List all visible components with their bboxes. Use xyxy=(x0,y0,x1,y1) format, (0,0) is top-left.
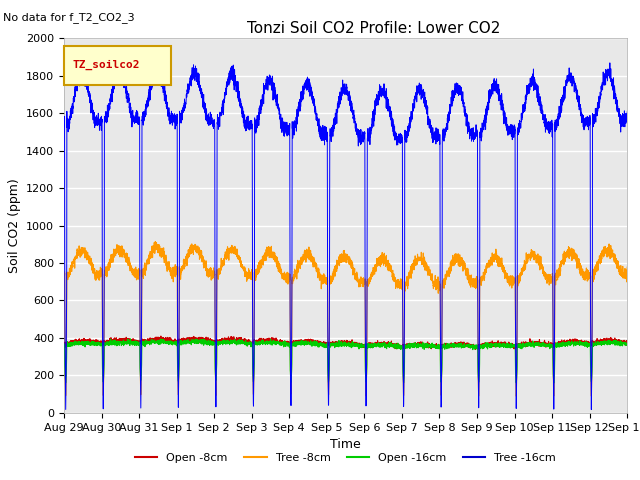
X-axis label: Time: Time xyxy=(330,438,361,451)
Text: TZ_soilco2: TZ_soilco2 xyxy=(72,60,140,71)
Legend: Open -8cm, Tree -8cm, Open -16cm, Tree -16cm: Open -8cm, Tree -8cm, Open -16cm, Tree -… xyxy=(131,448,561,467)
Y-axis label: Soil CO2 (ppm): Soil CO2 (ppm) xyxy=(8,178,20,273)
Title: Tonzi Soil CO2 Profile: Lower CO2: Tonzi Soil CO2 Profile: Lower CO2 xyxy=(247,21,500,36)
FancyBboxPatch shape xyxy=(64,46,171,85)
Text: No data for f_T2_CO2_3: No data for f_T2_CO2_3 xyxy=(3,12,135,23)
